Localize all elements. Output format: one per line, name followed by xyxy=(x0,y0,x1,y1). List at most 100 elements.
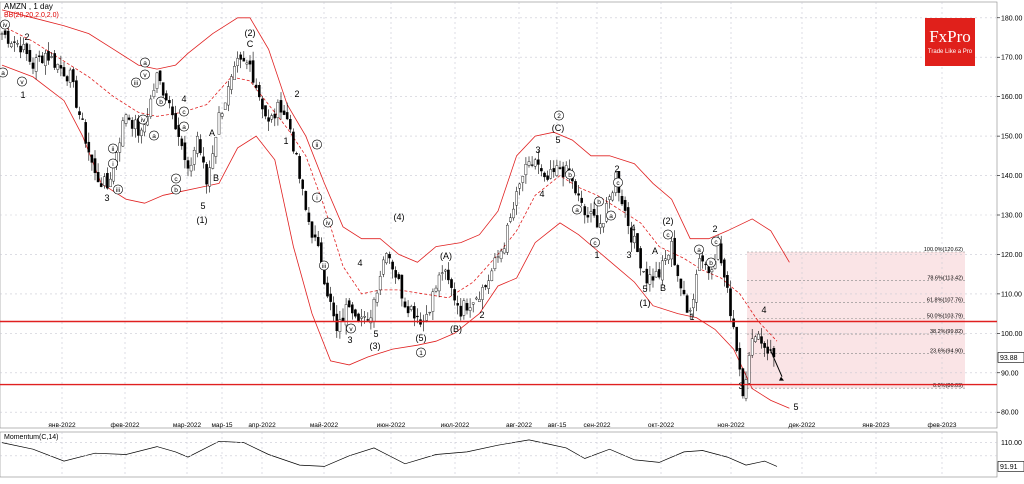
candle xyxy=(760,336,763,344)
fib-level-label: 23.6%(94.90) xyxy=(930,348,963,354)
wave-label: A xyxy=(652,246,658,256)
wave-label-circle xyxy=(171,184,181,195)
candle xyxy=(140,129,143,136)
candle xyxy=(633,235,636,244)
candle xyxy=(279,100,283,113)
candle xyxy=(233,66,236,80)
wave-label: b xyxy=(568,172,572,179)
wave-label: 3 xyxy=(104,193,109,203)
wave-label-circle xyxy=(565,169,575,180)
x-tick-label: фев-2023 xyxy=(927,422,956,429)
wave-label-circle xyxy=(346,323,356,334)
candle xyxy=(313,234,317,238)
candle xyxy=(459,305,463,317)
y-tick-label: 80.00 xyxy=(1001,410,1019,417)
candle xyxy=(493,257,497,270)
candle xyxy=(723,259,726,278)
candle xyxy=(496,256,500,258)
candle xyxy=(0,33,4,35)
wave-label: 4 xyxy=(630,223,635,233)
candle xyxy=(282,110,286,115)
candle xyxy=(695,274,698,303)
logo-tagline: Trade Like a Pro xyxy=(927,49,973,55)
candle xyxy=(378,276,382,291)
candle xyxy=(230,76,233,90)
candle xyxy=(41,55,44,64)
candle xyxy=(487,280,491,289)
candle xyxy=(6,30,10,44)
candle xyxy=(316,236,320,247)
wave-label: 5 xyxy=(200,201,205,211)
fib-level-label: 0.0%(86.09) xyxy=(933,383,963,389)
candle xyxy=(295,153,298,155)
candle xyxy=(397,274,401,279)
candle xyxy=(50,56,53,58)
candle xyxy=(738,348,742,370)
wave-label-circle xyxy=(171,173,181,184)
candle xyxy=(447,269,450,281)
wave-label: 4 xyxy=(761,305,766,315)
candle xyxy=(673,237,676,266)
candle xyxy=(292,131,295,152)
candle xyxy=(372,299,376,323)
wave-label: 3 xyxy=(347,335,352,345)
candle xyxy=(515,191,518,206)
wave-label-circle xyxy=(694,244,704,255)
candle xyxy=(195,135,199,154)
candle xyxy=(44,53,47,66)
candle xyxy=(735,326,738,352)
momentum-panel xyxy=(0,431,998,478)
wave-label: C xyxy=(247,39,254,49)
x-tick-label: май-2022 xyxy=(310,421,339,429)
candle xyxy=(180,138,184,147)
wave-label: 2 xyxy=(479,310,484,320)
candle xyxy=(719,243,723,264)
candle xyxy=(540,168,543,172)
wave-label: iii xyxy=(116,187,120,194)
candle xyxy=(214,137,218,157)
candle xyxy=(651,276,655,281)
wave-label: c xyxy=(616,180,620,187)
candle xyxy=(65,76,69,82)
candle xyxy=(363,316,367,318)
wave-label-circle xyxy=(312,192,322,203)
candle xyxy=(357,313,360,322)
candle xyxy=(471,302,475,305)
candle xyxy=(592,208,596,216)
candle xyxy=(332,302,336,317)
candle xyxy=(385,253,388,264)
momentum-line xyxy=(1,439,778,467)
candle xyxy=(189,164,193,172)
candle xyxy=(428,311,432,314)
candle xyxy=(546,175,549,180)
candle xyxy=(360,316,363,319)
wave-label: b xyxy=(709,260,713,267)
candle xyxy=(239,54,243,60)
wave-label: c xyxy=(174,176,178,183)
candle xyxy=(586,214,590,218)
wave-label-circle xyxy=(156,96,166,107)
candle xyxy=(174,113,177,130)
candle xyxy=(481,287,484,300)
wave-label: a xyxy=(575,207,579,214)
wave-label-circle xyxy=(323,217,333,228)
candle xyxy=(543,172,546,178)
fib-level-label: 38.2%(99.82) xyxy=(930,329,963,335)
wave-label: 1 xyxy=(594,250,599,260)
wave-label-circle xyxy=(138,114,148,125)
candle xyxy=(555,165,559,176)
candle xyxy=(298,156,301,179)
candle xyxy=(732,318,735,328)
candle xyxy=(254,84,258,88)
projection-arrow xyxy=(769,348,783,377)
wave-label-circle xyxy=(590,237,600,248)
candle xyxy=(490,270,494,282)
wave-label: a xyxy=(697,247,701,254)
candle xyxy=(549,169,552,179)
candle xyxy=(84,122,87,144)
candle xyxy=(654,271,658,278)
candle xyxy=(81,118,84,120)
candle xyxy=(133,119,137,130)
candle xyxy=(741,368,745,397)
candle xyxy=(329,293,332,302)
